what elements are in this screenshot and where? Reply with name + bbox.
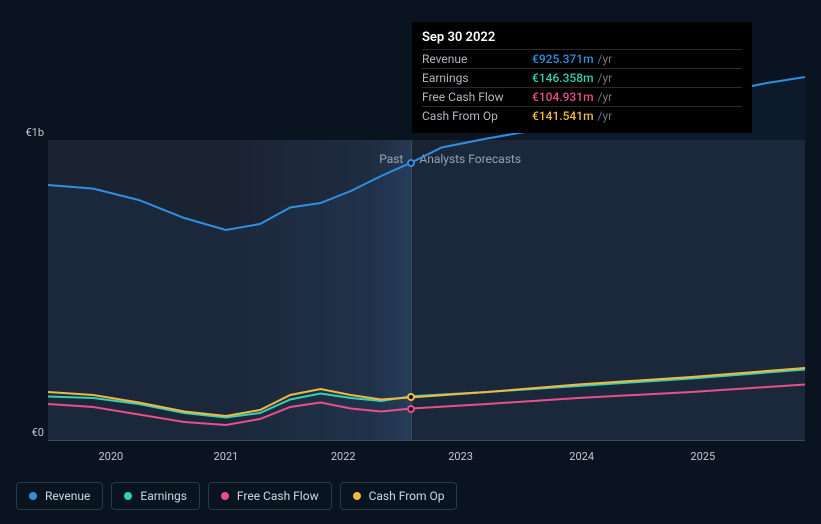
tooltip-metric-value: €104.931m [532,90,594,104]
legend-item-cash-from-op[interactable]: Cash From Op [340,482,458,510]
legend-item-earnings[interactable]: Earnings [111,482,200,510]
y-axis-top-label: €1b [14,126,44,139]
tooltip-row: Cash From Op€141.541m/yr [422,106,742,125]
tooltip-metric-value: €146.358m [532,71,594,85]
tooltip-unit: /yr [598,52,613,66]
gridline-bottom [48,440,805,441]
tooltip-metric-label: Revenue [422,52,532,66]
x-tick: 2023 [448,450,473,463]
data-tooltip: Sep 30 2022 Revenue€925.371m/yrEarnings€… [412,22,752,133]
tooltip-metric-value: €925.371m [532,52,594,66]
legend-dot-icon [221,492,229,500]
x-tick: 2025 [690,450,715,463]
tooltip-row: Revenue€925.371m/yr [422,49,742,68]
legend-dot-icon [29,492,37,500]
x-tick: 2022 [331,450,356,463]
tooltip-unit: /yr [598,71,613,85]
legend-dot-icon [124,492,132,500]
marker-revenue [407,159,415,167]
tooltip-date: Sep 30 2022 [422,30,742,45]
tooltip-row: Free Cash Flow€104.931m/yr [422,87,742,106]
tooltip-metric-label: Cash From Op [422,109,532,123]
legend-dot-icon [353,492,361,500]
chart-lines [48,140,805,440]
y-axis-bottom-label: €0 [14,426,44,439]
plot-area[interactable]: Past Analysts Forecasts [48,140,805,440]
legend-label: Earnings [140,489,187,503]
legend-item-free-cash-flow[interactable]: Free Cash Flow [208,482,332,510]
tooltip-unit: /yr [598,90,613,104]
x-tick: 2021 [214,450,239,463]
tooltip-metric-label: Earnings [422,71,532,85]
tooltip-metric-value: €141.541m [532,109,594,123]
tooltip-row: Earnings€146.358m/yr [422,68,742,87]
chart-legend: Revenue Earnings Free Cash Flow Cash From O… [16,482,457,510]
x-tick: 2020 [98,450,123,463]
legend-label: Cash From Op [369,489,445,503]
x-tick: 2024 [569,450,594,463]
marker-fcf [407,405,415,413]
marker-cfop [407,393,415,401]
legend-label: Revenue [45,489,90,503]
legend-label: Free Cash Flow [237,489,319,503]
legend-item-revenue[interactable]: Revenue [16,482,103,510]
tooltip-unit: /yr [598,109,613,123]
financial-chart: €1b €0 Past Analysts Forecasts 2020 2021 2… [16,0,805,524]
tooltip-metric-label: Free Cash Flow [422,90,532,104]
